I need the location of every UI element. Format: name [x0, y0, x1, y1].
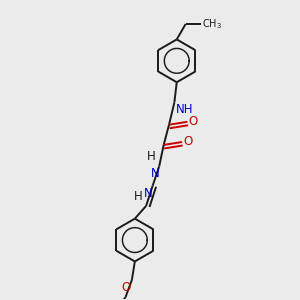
Text: O: O: [122, 281, 131, 294]
Text: O: O: [189, 115, 198, 128]
Text: H: H: [134, 190, 142, 203]
Text: O: O: [183, 135, 193, 148]
Text: NH: NH: [176, 103, 193, 116]
Text: CH$_3$: CH$_3$: [202, 17, 222, 31]
Text: H: H: [147, 150, 156, 163]
Text: N: N: [144, 187, 153, 200]
Text: N: N: [151, 167, 160, 180]
